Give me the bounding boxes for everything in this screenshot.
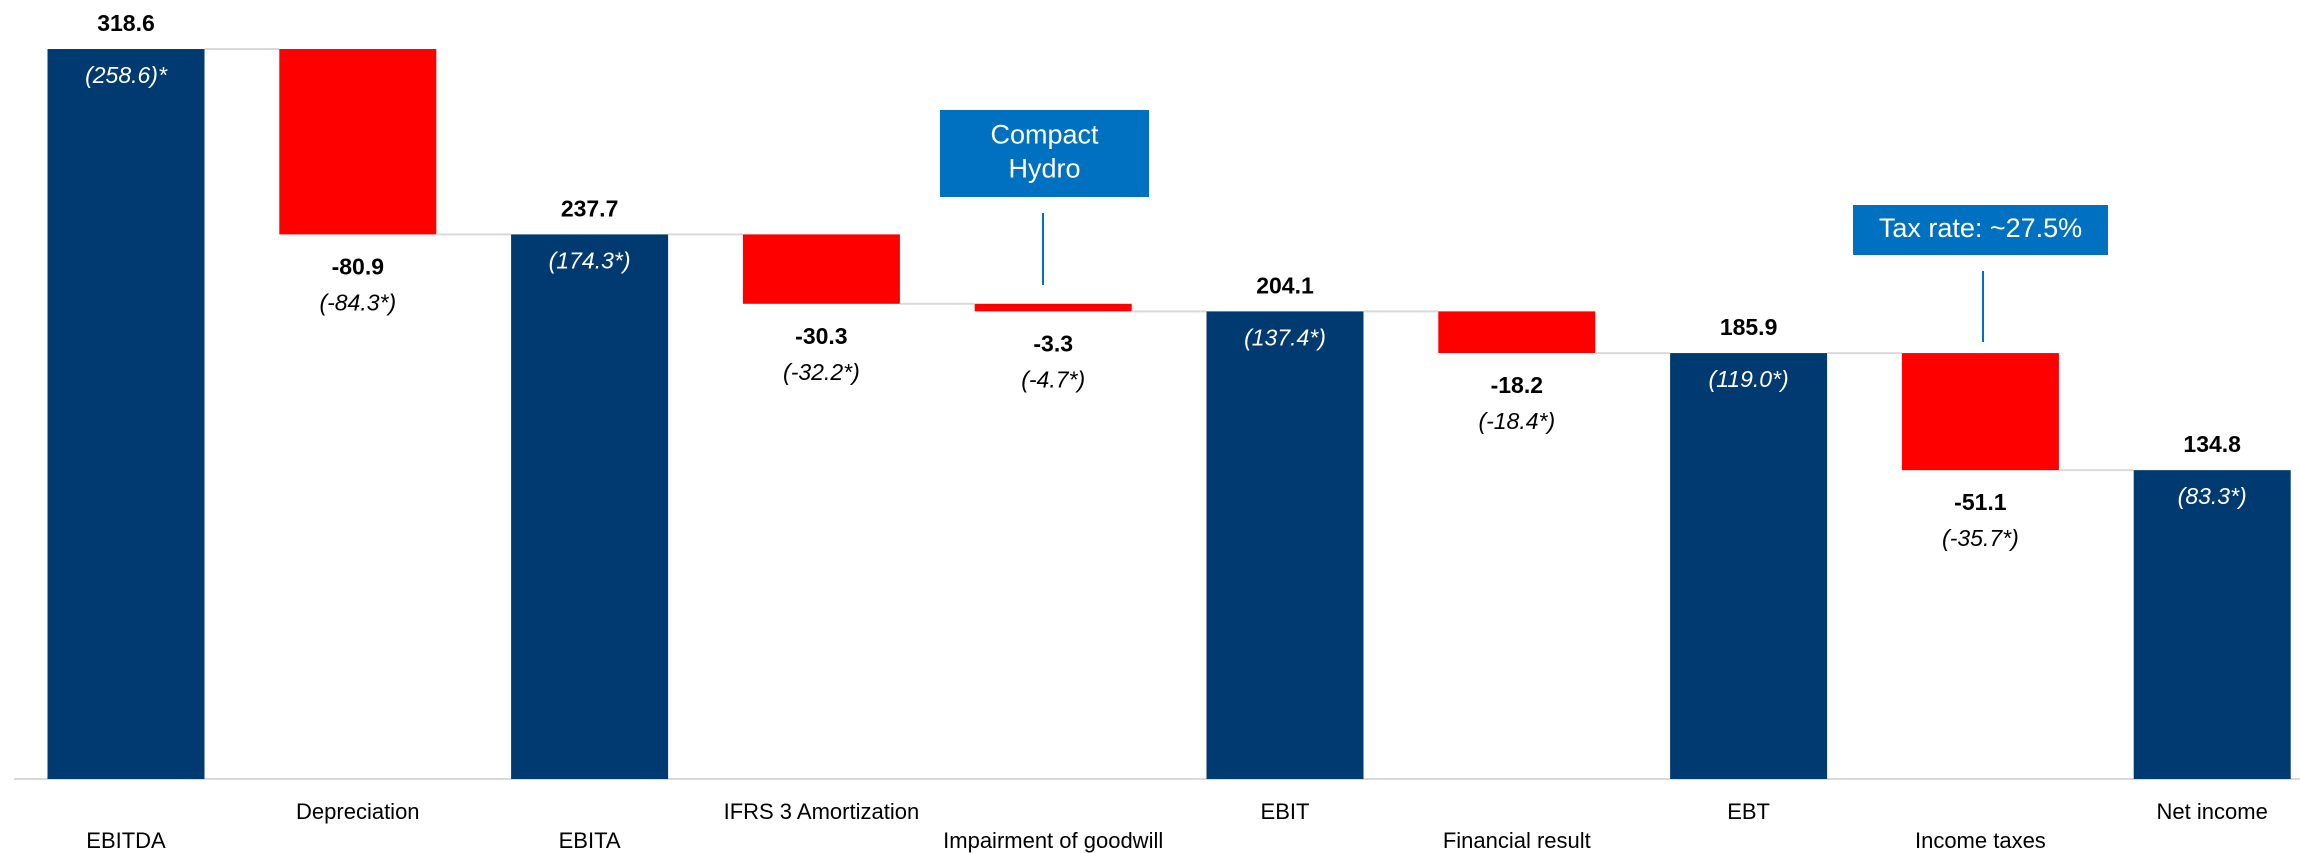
annotation-box xyxy=(940,110,1149,197)
value-label: -30.3 xyxy=(795,323,847,349)
sub-label: (-35.7*) xyxy=(1942,525,2019,551)
value-label: 185.9 xyxy=(1720,314,1778,340)
x-tick-label: Impairment of goodwill xyxy=(943,828,1163,853)
x-tick-label: EBT xyxy=(1727,799,1770,824)
x-tick-label: Financial result xyxy=(1443,828,1591,853)
x-tick-label: EBITA xyxy=(559,828,621,853)
sub-label: (-4.7*) xyxy=(1021,366,1085,392)
bar xyxy=(742,234,900,304)
value-label: 204.1 xyxy=(1256,272,1314,298)
value-label: -51.1 xyxy=(1954,489,2007,515)
bar xyxy=(1670,353,1828,779)
bar xyxy=(974,303,1132,312)
value-label: 134.8 xyxy=(2183,431,2241,457)
bar xyxy=(1901,353,2059,471)
sub-label: (-84.3*) xyxy=(319,289,396,315)
x-tick-label: Net income xyxy=(2157,799,2268,824)
sub-label: (258.6)* xyxy=(85,62,168,88)
sub-label: (83.3*) xyxy=(2178,483,2247,509)
sub-label: (137.4*) xyxy=(1244,324,1326,350)
sub-label: (174.3*) xyxy=(549,247,631,273)
annotation-box xyxy=(1853,205,2108,255)
bar xyxy=(2133,470,2291,779)
bar xyxy=(511,234,669,780)
x-tick-label: Income taxes xyxy=(1915,828,2046,853)
annotation-text: Compact Hydro xyxy=(990,120,1099,184)
sub-label: (-18.4*) xyxy=(1478,408,1555,434)
value-label: -80.9 xyxy=(332,253,384,279)
bar xyxy=(47,49,205,779)
bar xyxy=(1438,311,1596,354)
x-tick-label: EBIT xyxy=(1261,799,1310,824)
sub-label: (-32.2*) xyxy=(783,359,860,385)
x-tick-label: IFRS 3 Amortization xyxy=(724,799,920,824)
value-label: -18.2 xyxy=(1491,372,1543,398)
bar xyxy=(1206,311,1364,779)
x-tick-label: EBITDA xyxy=(86,828,166,853)
value-label: 318.6 xyxy=(97,10,155,36)
annotation-text: Tax rate: ~27.5% xyxy=(1879,213,2082,243)
value-label: -3.3 xyxy=(1033,330,1073,356)
value-label: 237.7 xyxy=(561,195,619,221)
x-tick-label: Depreciation xyxy=(296,799,420,824)
sub-label: (119.0*) xyxy=(1709,366,1789,392)
bar xyxy=(279,49,437,235)
